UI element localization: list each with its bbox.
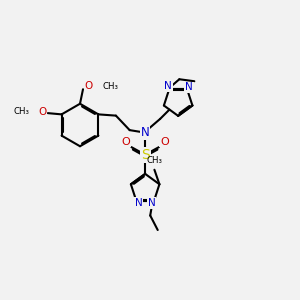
Text: O: O [160,136,169,147]
Text: O: O [38,107,46,117]
Text: O: O [122,136,130,147]
Text: CH₃: CH₃ [13,107,29,116]
Text: N: N [141,126,149,139]
Text: S: S [141,148,149,162]
Text: CH₃: CH₃ [102,82,118,91]
Text: O: O [84,81,93,91]
Text: CH₃: CH₃ [146,156,162,165]
Text: N: N [164,81,172,91]
Text: N: N [148,198,155,208]
Text: N: N [135,198,143,208]
Text: N: N [185,82,193,92]
